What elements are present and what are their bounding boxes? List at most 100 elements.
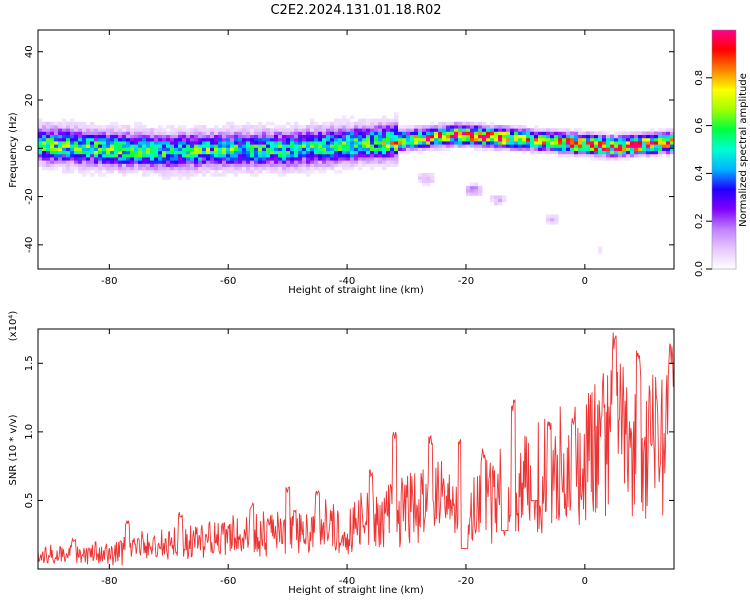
spectrogram-cell — [206, 134, 211, 139]
spectrogram-cell — [470, 134, 475, 139]
spectrogram-cell — [474, 182, 479, 187]
spectrogram-cell — [82, 134, 87, 139]
spectrogram-cell — [394, 144, 399, 148]
spectrogram-cell — [42, 137, 47, 142]
spectrogram-cell — [478, 137, 483, 142]
spectrogram-cell — [114, 137, 119, 142]
spectrogram-cell — [570, 147, 575, 151]
spectrogram-cell — [214, 147, 219, 151]
spectrogram-cell — [662, 134, 667, 139]
spectrogram-cell — [290, 169, 295, 174]
spectrogram-cell — [422, 147, 427, 151]
spectrogram-cell — [342, 144, 347, 148]
spectrogram-cell — [186, 160, 191, 164]
spectrogram-cell — [398, 128, 403, 132]
spectrogram-cell — [66, 125, 71, 129]
spectrogram-cell — [86, 157, 91, 161]
spectrogram-cell — [162, 144, 167, 148]
spectrogram-cell — [78, 166, 83, 171]
spectrogram-cell — [218, 153, 223, 158]
spectrogram-cell — [62, 131, 67, 135]
spectrogram-cell — [446, 125, 451, 129]
spectrogram-cell — [246, 147, 251, 151]
spectrogram-cell — [142, 144, 147, 148]
spectrogram-cell — [350, 153, 355, 158]
spectrogram-cell — [142, 163, 147, 167]
spectrogram-cell — [494, 128, 499, 132]
spectrogram-cell — [154, 160, 159, 164]
spectrogram-cell — [302, 144, 307, 148]
spectrogram-cell — [310, 169, 315, 174]
spectrogram-cell — [118, 131, 123, 135]
spectrogram-cell — [266, 134, 271, 139]
spectrogram-cell — [478, 141, 483, 145]
spectrogram-cell — [530, 134, 535, 139]
spectrogram-cell — [406, 150, 411, 155]
spectrogram-cell — [414, 128, 419, 132]
spectrogram-cell — [134, 134, 139, 139]
spectrogram-cell — [342, 160, 347, 164]
spectrogram-cell — [674, 151, 678, 155]
spectrogram-cell — [82, 125, 87, 129]
spectrogram-cell — [554, 131, 559, 135]
spectrogram-cell — [582, 150, 587, 155]
spectrogram-cell — [586, 153, 591, 158]
spectrogram-cell — [86, 134, 91, 139]
spectrogram-cell — [458, 128, 463, 132]
spectrogram-cell — [462, 128, 467, 132]
spectrogram-cell — [406, 147, 411, 151]
spectrogram-cell — [662, 128, 667, 132]
spectrogram-cell — [258, 137, 263, 142]
spectrogram-cell — [246, 166, 251, 171]
spectrogram-cell — [114, 128, 119, 132]
spectrogram-cell — [582, 134, 587, 139]
spectrogram-cell — [310, 157, 315, 161]
spectrogram-cell — [306, 134, 311, 139]
spectrogram-cell — [310, 163, 315, 167]
spectrogram-cell — [574, 134, 579, 139]
spectrogram-cell — [254, 128, 259, 132]
spectrogram-cell — [646, 144, 651, 148]
spectrogram-cell — [670, 141, 674, 145]
spectrogram-cell — [426, 137, 431, 142]
spectrogram-cell — [202, 134, 207, 139]
spectrogram-cell — [178, 144, 183, 148]
spectrogram-cell — [482, 131, 487, 135]
spectrogram-cell — [78, 141, 83, 145]
spectrogram-cell — [242, 141, 247, 145]
spectrogram-cell — [478, 144, 483, 148]
spectrogram-cell — [238, 131, 243, 135]
spectrogram-cell — [290, 157, 295, 161]
spectrogram-cell — [498, 195, 503, 199]
spectrogram-cell — [150, 169, 155, 174]
spectrogram-cell — [414, 125, 419, 129]
spectrogram-cell — [430, 144, 435, 148]
spectrogram-cell — [602, 147, 607, 151]
spectrogram-cell — [378, 125, 383, 129]
spectrogram-cell — [54, 131, 59, 135]
spectrogram-cell — [494, 141, 499, 145]
spectrogram-cell — [254, 169, 259, 174]
spectrogram-cell — [262, 134, 267, 139]
spectrogram-cell — [58, 141, 63, 145]
spectrogram-cell — [590, 153, 595, 158]
spectrogram-cell — [142, 166, 147, 171]
spectrogram-cell — [162, 160, 167, 164]
spectrogram-cell — [638, 147, 643, 151]
spectrogram-cell — [450, 137, 455, 142]
spectrogram-cell — [74, 147, 79, 151]
spectrogram-cell — [230, 137, 235, 142]
spectrogram-cell — [342, 134, 347, 139]
spectrogram-cell — [574, 128, 579, 132]
spectrogram-cell — [54, 153, 59, 158]
spectrogram-cell — [62, 118, 67, 123]
spectrogram-cell — [102, 173, 107, 177]
spectrogram-cell — [54, 144, 59, 148]
spectrogram-cell — [358, 160, 363, 164]
spectrogram-cell — [426, 173, 431, 177]
spectrogram-cell — [530, 137, 535, 142]
spectrogram-cell — [662, 150, 667, 155]
spectrogram-cell — [418, 173, 423, 177]
spectrogram-cell — [250, 150, 255, 155]
spectrogram-cell — [614, 150, 619, 155]
